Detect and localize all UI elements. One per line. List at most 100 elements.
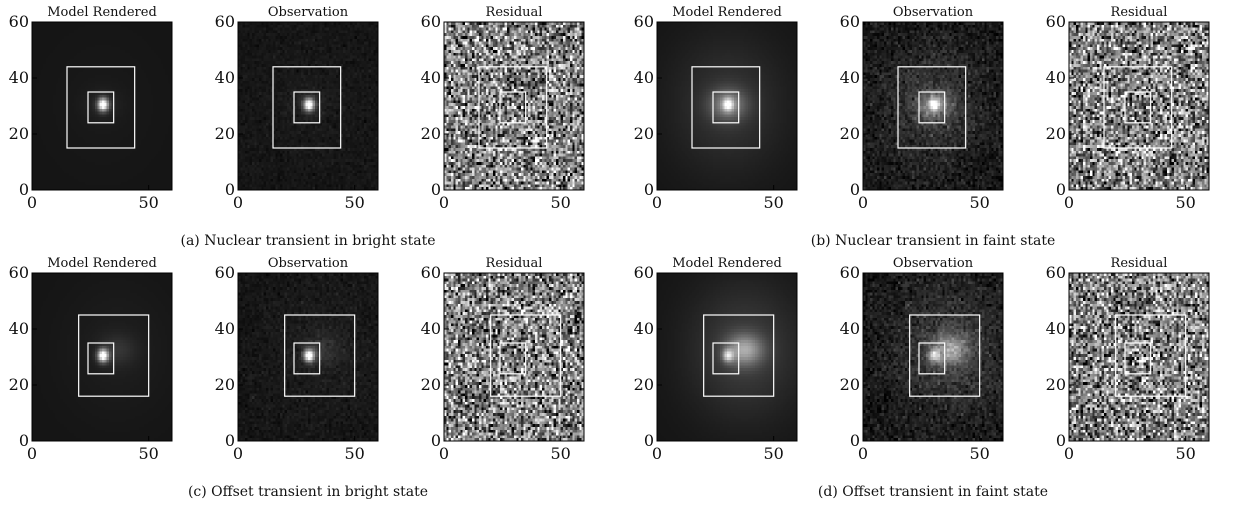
panel-observation-1: 0 50 0 20 40 60 Observation: [215, 5, 379, 212]
x-tick-label: 50: [550, 193, 570, 212]
y-tick-label: 20: [1046, 124, 1066, 143]
panel-title: Residual: [486, 5, 543, 20]
inner-box: [1124, 91, 1152, 124]
outer-box: [909, 314, 981, 397]
panel-observation-4: 0 50 0 20 40 60 Observation: [840, 256, 1004, 463]
panel-title: Residual: [486, 256, 543, 271]
outer-box: [897, 66, 967, 149]
axes-frame: [1068, 272, 1210, 442]
y-tick-label: 20: [9, 375, 29, 394]
panel-model-4: 0 50 0 20 40 60 Model Rendered: [634, 256, 798, 463]
x-tick-label: 50: [1175, 193, 1195, 212]
panel-title: Observation: [268, 256, 349, 271]
y-tick-label: 60: [634, 263, 654, 282]
axes-frame: [1068, 21, 1210, 191]
y-tick-label: 40: [634, 68, 654, 87]
panel-model-3: 0 50 0 20 40 60 Model Rendered: [9, 256, 173, 463]
axes-frame: [862, 272, 1004, 442]
x-tick-label: 50: [138, 444, 158, 463]
y-tick-label: 60: [1046, 12, 1066, 31]
axes-frame: [443, 21, 585, 191]
x-tick-label: 0: [27, 444, 37, 463]
y-tick-label: 60: [9, 263, 29, 282]
y-tick-label: 40: [421, 68, 441, 87]
y-tick-label: 0: [1056, 180, 1066, 199]
panel-title: Observation: [893, 256, 974, 271]
panel-image: [238, 22, 378, 190]
x-tick-label: 0: [233, 444, 243, 463]
axes-frame: [31, 21, 173, 191]
y-tick-label: 40: [1046, 319, 1066, 338]
panel-title: Model Rendered: [672, 256, 782, 271]
axes-frame: [656, 272, 798, 442]
panel-image: [863, 22, 1003, 190]
x-tick-label: 0: [652, 193, 662, 212]
y-tick-label: 0: [431, 180, 441, 199]
y-tick-label: 0: [644, 431, 654, 450]
y-tick-label: 20: [421, 375, 441, 394]
panel-title: Model Rendered: [672, 5, 782, 20]
panel-image: [863, 273, 1003, 441]
y-tick-label: 20: [9, 124, 29, 143]
y-tick-label: 0: [644, 180, 654, 199]
panel-image: [32, 22, 172, 190]
axes-frame: [862, 21, 1004, 191]
inner-box: [712, 342, 740, 375]
subfigure-caption: (a) Nuclear transient in bright state: [180, 233, 435, 249]
outer-box: [1115, 314, 1187, 397]
y-tick-label: 40: [9, 319, 29, 338]
y-tick-label: 40: [1046, 68, 1066, 87]
x-tick-label: 0: [652, 444, 662, 463]
inner-box: [499, 91, 527, 124]
panel-image: [657, 273, 797, 441]
panel-image: [444, 22, 584, 190]
inner-box: [499, 342, 527, 375]
y-tick-label: 40: [215, 319, 235, 338]
inner-box: [918, 342, 946, 375]
y-tick-label: 40: [840, 319, 860, 338]
y-tick-label: 0: [225, 431, 235, 450]
panel-image: [238, 273, 378, 441]
y-tick-label: 0: [225, 180, 235, 199]
panel-image: [444, 273, 584, 441]
x-tick-label: 50: [763, 193, 783, 212]
inner-box: [293, 342, 321, 375]
y-tick-label: 20: [634, 124, 654, 143]
x-tick-label: 0: [233, 193, 243, 212]
panel-residual-1: 0 50 0 20 40 60 Residual: [421, 5, 585, 212]
y-tick-label: 60: [215, 263, 235, 282]
x-tick-label: 0: [439, 193, 449, 212]
panel-title: Residual: [1111, 256, 1168, 271]
panel-model-1: 0 50 0 20 40 60 Model Rendered: [9, 5, 173, 212]
y-tick-label: 0: [1056, 431, 1066, 450]
outer-box: [1103, 66, 1173, 149]
y-tick-label: 0: [850, 431, 860, 450]
panel-residual-2: 0 50 0 20 40 60 Residual: [1046, 5, 1210, 212]
axes-frame: [656, 21, 798, 191]
y-tick-label: 60: [840, 12, 860, 31]
x-tick-label: 50: [344, 193, 364, 212]
y-tick-label: 60: [1046, 263, 1066, 282]
y-tick-label: 0: [850, 180, 860, 199]
x-tick-label: 0: [439, 444, 449, 463]
y-tick-label: 20: [421, 124, 441, 143]
x-tick-label: 50: [550, 444, 570, 463]
outer-box: [284, 314, 356, 397]
panel-image: [1069, 273, 1209, 441]
y-tick-label: 60: [421, 12, 441, 31]
axes-frame: [237, 272, 379, 442]
panel-image: [32, 273, 172, 441]
outer-box: [272, 66, 342, 149]
outer-box: [66, 66, 136, 149]
panel-residual-4: 0 50 0 20 40 60 Residual: [1046, 256, 1210, 463]
x-tick-label: 50: [138, 193, 158, 212]
x-tick-label: 50: [969, 444, 989, 463]
panel-model-2: 0 50 0 20 40 60 Model Rendered: [634, 5, 798, 212]
subfigure-caption: (d) Offset transient in faint state: [818, 484, 1048, 500]
y-tick-label: 60: [215, 12, 235, 31]
y-tick-label: 40: [421, 319, 441, 338]
panel-observation-3: 0 50 0 20 40 60 Observation: [215, 256, 379, 463]
panel-title: Model Rendered: [47, 5, 157, 20]
x-tick-label: 50: [969, 193, 989, 212]
